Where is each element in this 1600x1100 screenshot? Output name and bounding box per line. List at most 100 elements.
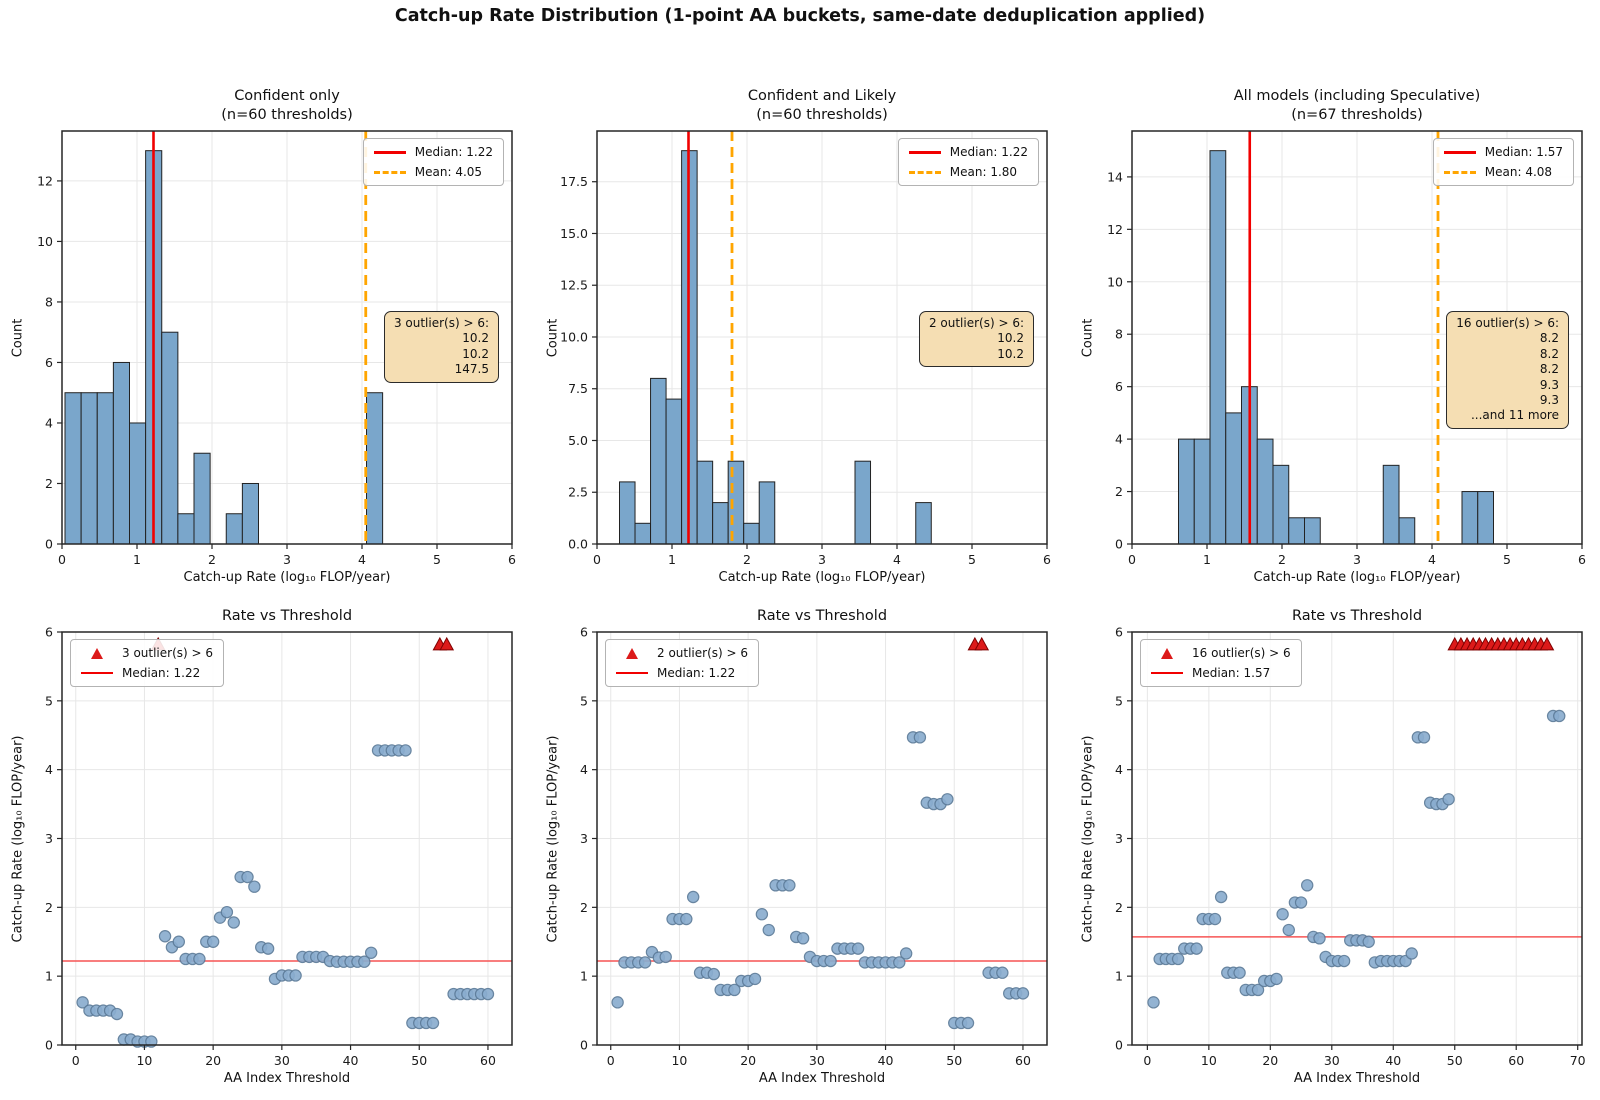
data-point	[638, 956, 652, 969]
y-tick-label: 3	[1115, 831, 1123, 846]
y-tick-label: 10.0	[560, 329, 588, 344]
mean-line-icon	[373, 170, 406, 174]
outlier-triangle-icon	[91, 647, 103, 659]
y-tick-label: 15.0	[560, 226, 588, 241]
data-point	[893, 956, 906, 969]
data-point	[1282, 923, 1295, 937]
y-tick-label: 10	[37, 234, 53, 249]
x-tick-label: 6	[508, 552, 516, 567]
x-tick-label: 40	[343, 1053, 359, 1068]
data-point	[110, 1007, 124, 1021]
data-point	[899, 947, 913, 960]
y-tick-label: 0	[45, 537, 53, 552]
x-tick-label: 60	[1508, 1053, 1524, 1068]
data-point	[1362, 935, 1375, 948]
data-point	[1208, 912, 1222, 926]
data-point	[996, 966, 1009, 979]
y-axis-label-hist-1: Count	[10, 318, 26, 357]
x-tick-label: 0	[593, 552, 601, 567]
y-tick-label: 5	[580, 693, 588, 708]
data-point	[76, 996, 89, 1009]
histogram-bar	[241, 482, 259, 545]
y-tick-label: 2	[45, 900, 53, 915]
data-point	[1214, 890, 1228, 904]
legend-item: Median: 1.22	[908, 145, 1028, 159]
y-tick-label: 6	[45, 625, 53, 640]
x-tick-label: 1	[133, 552, 141, 567]
legend: Median: 1.57 Mean: 4.08	[1432, 138, 1574, 186]
panel-title-all-models: All models (including Speculative) (n=67…	[1233, 88, 1481, 124]
data-point	[261, 942, 275, 955]
x-tick-label: 50	[946, 1053, 962, 1068]
histogram-bar	[225, 513, 243, 545]
y-tick-label: 2	[580, 900, 588, 915]
y-tick-label: 2	[1115, 900, 1123, 915]
data-point	[1251, 983, 1265, 997]
data-point	[1405, 947, 1418, 960]
mean-line-icon	[1443, 170, 1476, 174]
data-point	[358, 955, 371, 968]
legend: Median: 1.22 Mean: 1.80	[897, 138, 1039, 186]
y-tick-label: 2.5	[568, 485, 588, 500]
y-tick-label: 2	[1115, 484, 1123, 499]
legend-label: 3 outlier(s) > 6	[122, 646, 214, 660]
x-axis-label-hist-1: Catch-up Rate (log₁₀ FLOP/year)	[183, 570, 391, 585]
x-tick-label: 2	[208, 552, 216, 567]
histogram-bar	[161, 331, 179, 545]
histogram-bar	[1398, 517, 1416, 545]
outlier-triangle-icon	[626, 647, 638, 659]
y-tick-label: 3	[580, 831, 588, 846]
x-tick-label: 6	[1043, 552, 1051, 567]
legend-label: Median: 1.57	[1192, 666, 1271, 680]
histogram-bar	[96, 392, 114, 545]
y-tick-label: 6	[1115, 379, 1123, 394]
data-point	[481, 987, 495, 1001]
x-tick-label: 1	[1203, 552, 1211, 567]
histogram-bar	[1193, 438, 1211, 545]
x-tick-label: 20	[205, 1053, 221, 1068]
legend-item: Median: 1.57	[1443, 145, 1563, 159]
y-tick-label: 4	[1115, 432, 1123, 447]
outlier-triangle	[1539, 636, 1555, 651]
x-tick-label: 10	[136, 1053, 152, 1068]
data-point	[193, 952, 206, 966]
x-tick-label: 10	[1201, 1053, 1217, 1068]
histogram-bar	[177, 513, 195, 545]
legend-label: Mean: 4.08	[1484, 165, 1553, 179]
x-tick-label: 5	[433, 552, 441, 567]
x-tick-label: 3	[818, 552, 826, 567]
x-tick-label: 3	[1353, 552, 1361, 567]
histogram-bar	[650, 377, 667, 545]
legend-item: Median: 1.22	[81, 666, 213, 680]
data-point	[1147, 996, 1160, 1009]
histogram-bar	[112, 361, 130, 545]
y-axis-label-hist-3: Count	[1080, 318, 1096, 357]
y-tick-label: 17.5	[560, 174, 588, 189]
data-point	[1270, 972, 1283, 986]
x-tick-label: 0	[1143, 1053, 1151, 1068]
median-line-icon	[81, 672, 113, 674]
y-axis-label-scatter-1: Catch-up Rate (log₁₀ FLOP/year)	[10, 734, 26, 943]
data-point	[241, 870, 254, 884]
data-point	[1553, 709, 1566, 723]
data-point	[755, 908, 769, 921]
x-tick-label: 40	[878, 1053, 894, 1068]
x-axis-label-scatter-2: AA Index Threshold	[758, 1071, 886, 1086]
data-point	[783, 879, 796, 892]
data-point	[1190, 942, 1203, 955]
x-tick-label: 20	[1262, 1053, 1278, 1068]
y-tick-label: 12	[37, 173, 53, 188]
histogram-bar	[712, 502, 729, 545]
histogram-bar	[743, 522, 760, 545]
y-tick-label: 12.5	[560, 278, 588, 293]
legend-item: Mean: 4.08	[1443, 165, 1563, 179]
histogram-bar	[1382, 464, 1400, 545]
data-point	[248, 880, 261, 893]
x-tick-label: 30	[274, 1053, 290, 1068]
x-tick-label: 4	[1428, 552, 1436, 567]
panel-title-rate-vs-threshold-1: Rate vs Threshold	[221, 608, 353, 625]
legend: 2 outlier(s) > 6 Median: 1.22	[605, 639, 760, 687]
data-point	[206, 935, 220, 948]
y-tick-label: 2	[45, 476, 53, 491]
